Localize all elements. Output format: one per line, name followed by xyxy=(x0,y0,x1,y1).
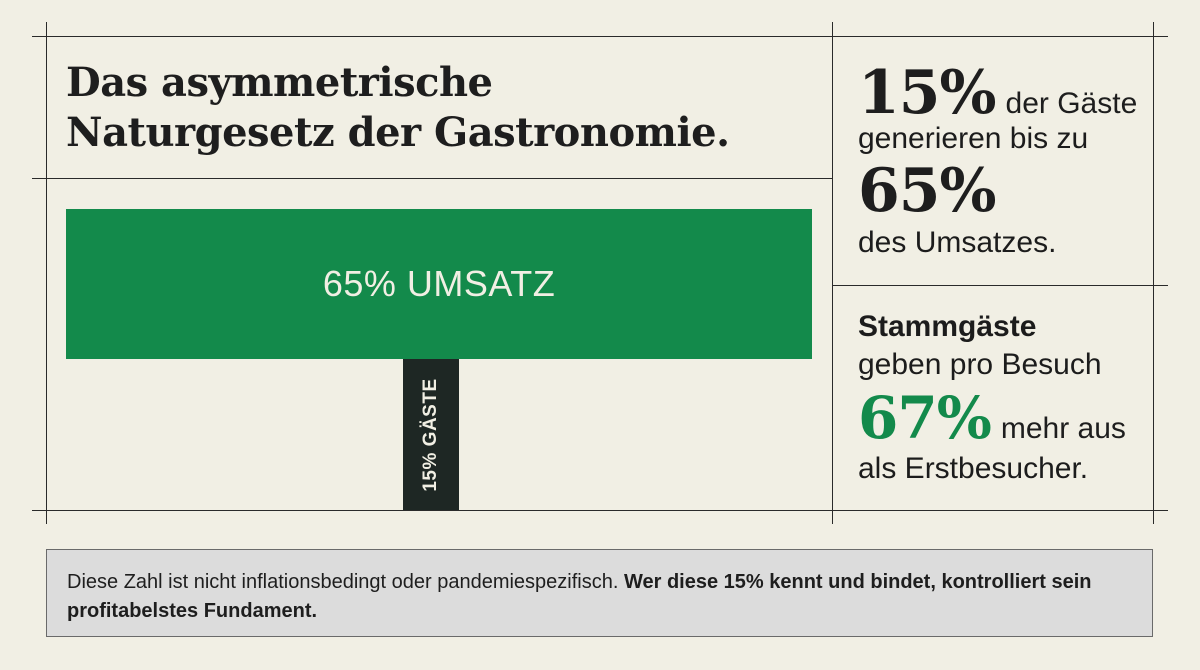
stat-revenue-text: des Umsatzes. xyxy=(858,226,1057,259)
stat-panel-share: 15% der Gäste generieren bis zu 65% des … xyxy=(858,58,1158,262)
stat-guests-text: der Gäste xyxy=(1005,87,1138,120)
stat-more-text: mehr aus xyxy=(1000,412,1126,445)
footer-bold-text: Wer diese 15% kennt und bindet, kontroll… xyxy=(67,571,1092,622)
bar-gaeste: 15% GÄSTE xyxy=(403,359,459,510)
bar-gaeste-label: 15% GÄSTE xyxy=(420,377,441,492)
grid-line-title-bottom xyxy=(32,178,832,179)
stat-per-visit-text: geben pro Besuch xyxy=(858,348,1102,381)
grid-line-top xyxy=(32,36,1168,37)
grid-line-right-mid xyxy=(832,285,1168,286)
title-line-1: Das asymmetrische xyxy=(66,59,493,106)
footer-note: Diese Zahl ist nicht inflationsbedingt o… xyxy=(46,549,1153,637)
grid-line-bottom xyxy=(32,510,1168,511)
bar-umsatz: 65% UMSATZ xyxy=(66,209,812,359)
stat-generate-text: generieren bis zu xyxy=(858,122,1089,155)
title-line-2: Naturgesetz der Gastronomie. xyxy=(66,109,730,156)
stat-regulars-heading: Stammgäste xyxy=(858,310,1037,343)
page-title: Das asymmetrische Naturgesetz der Gastro… xyxy=(66,58,826,158)
stat-panel-regulars: Stammgäste geben pro Besuch 67% mehr aus… xyxy=(858,308,1158,488)
stat-guests-percent: 15% xyxy=(858,58,997,128)
stat-firsttime-text: als Erstbesucher. xyxy=(858,452,1089,485)
grid-line-left xyxy=(46,22,47,524)
stat-revenue-percent: 65% xyxy=(858,156,997,226)
footer-plain-text: Diese Zahl ist nicht inflationsbedingt o… xyxy=(67,571,619,593)
stat-more-percent: 67% xyxy=(858,384,992,452)
grid-line-center xyxy=(832,22,833,524)
grid-line-right xyxy=(1153,22,1154,524)
bar-umsatz-label: 65% UMSATZ xyxy=(322,263,556,304)
